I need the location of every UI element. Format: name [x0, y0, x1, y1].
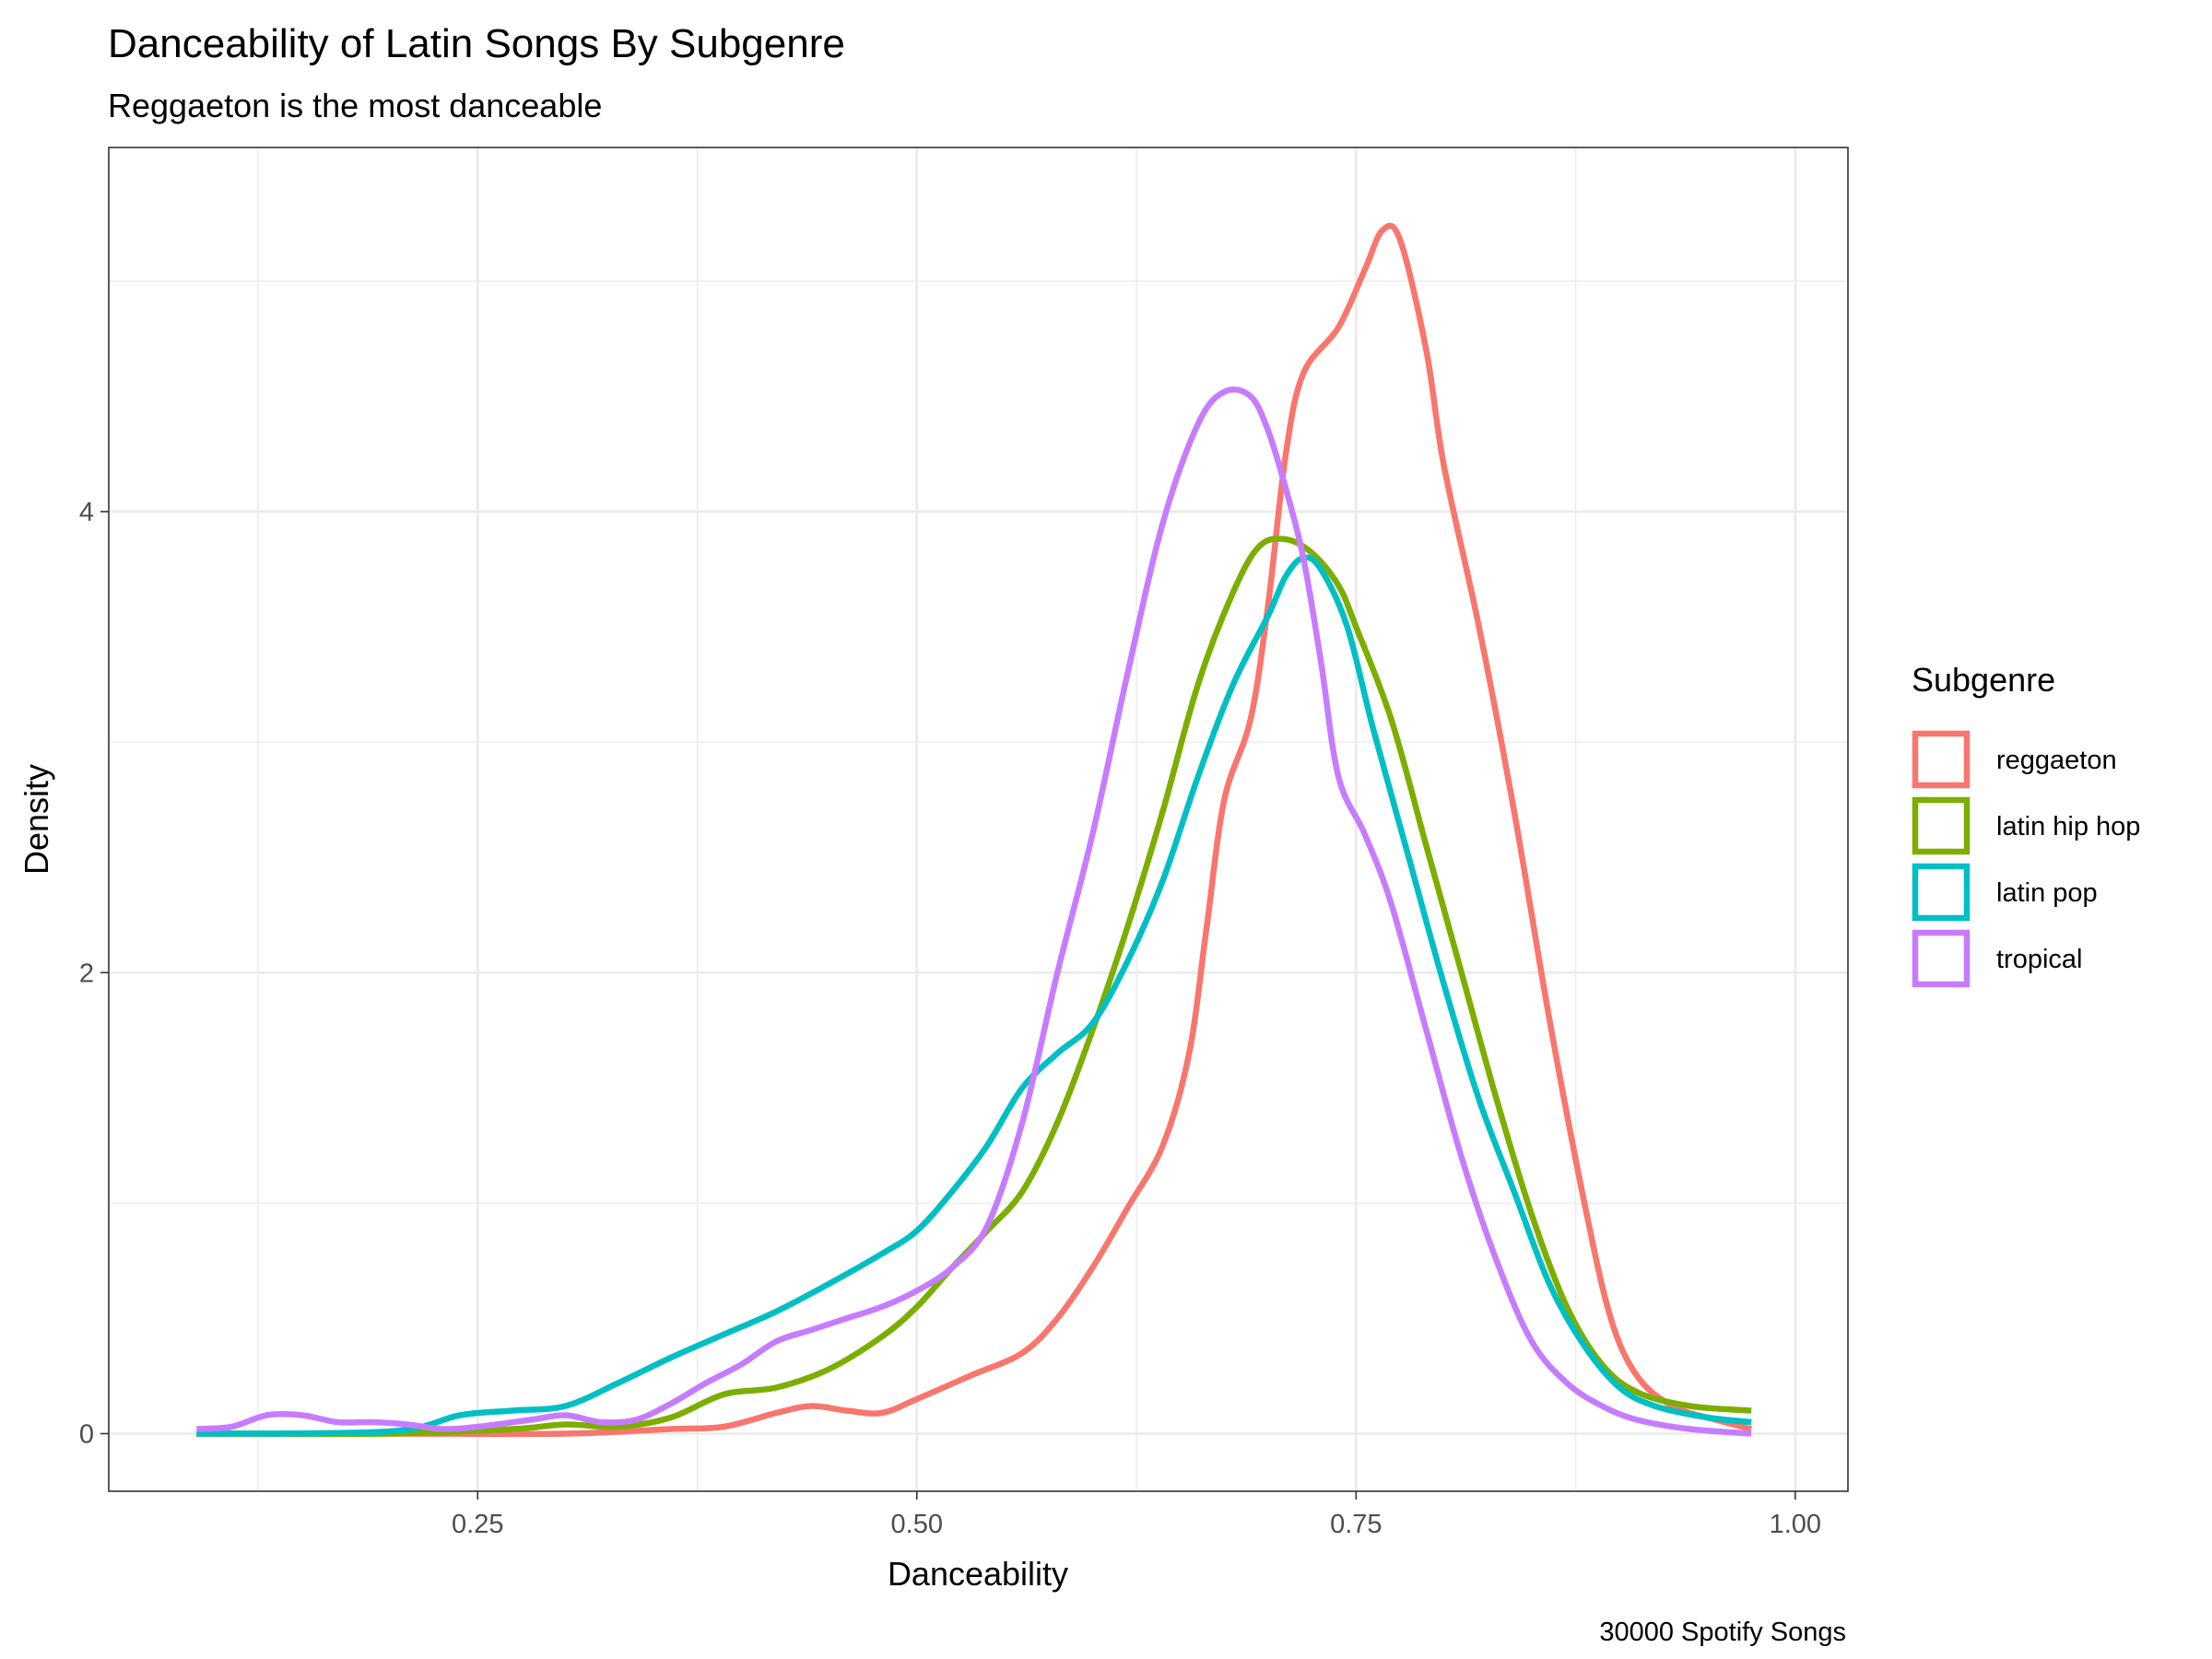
legend-key-reggaeton [1912, 730, 1971, 789]
y-axis: 0 2 4 [79, 498, 109, 1449]
minor-gridlines [109, 147, 1848, 1491]
density-line-latin-hip-hop [196, 535, 1752, 1438]
legend-key-latin-hip-hop [1912, 796, 1971, 855]
chart-subtitle: Reggaeton is the most danceable [108, 87, 602, 124]
x-axis: 0.25 0.50 0.75 1.00 [452, 1491, 1821, 1539]
x-tick-label: 0.25 [452, 1510, 503, 1539]
x-axis-title: Danceability [888, 1555, 1068, 1593]
chart-caption: 30000 Spotify Songs [1599, 1618, 1846, 1647]
legend-key-latin-pop [1912, 863, 1971, 922]
legend-label-reggaeton: reggaeton [1996, 746, 2117, 775]
plot-panel [109, 147, 1848, 1491]
x-tick-label: 0.75 [1330, 1510, 1382, 1539]
density-line-latin-pop [196, 554, 1752, 1437]
density-line-reggaeton [196, 222, 1753, 1438]
legend-label-tropical: tropical [1996, 945, 2083, 974]
y-tick-label: 2 [79, 959, 94, 988]
plot-border [108, 147, 1849, 1492]
density-curves [196, 222, 1753, 1438]
density-line-tropical [196, 386, 1752, 1437]
y-tick-label: 4 [79, 498, 94, 527]
y-tick-label: 0 [79, 1419, 94, 1449]
chart-title: Danceability of Latin Songs By Subgenre [108, 21, 845, 66]
y-axis-title: Density [18, 764, 55, 875]
x-tick-label: 1.00 [1770, 1510, 1821, 1539]
legend: Subgenre reggaeton latin hip hop latin pop… [1912, 661, 2140, 988]
legend-key-tropical [1912, 929, 1971, 988]
legend-title: Subgenre [1912, 661, 2055, 699]
x-tick-label: 0.50 [891, 1510, 943, 1539]
legend-label-latin-hip-hop: latin hip hop [1996, 812, 2140, 841]
legend-label-latin-pop: latin pop [1996, 878, 2098, 908]
